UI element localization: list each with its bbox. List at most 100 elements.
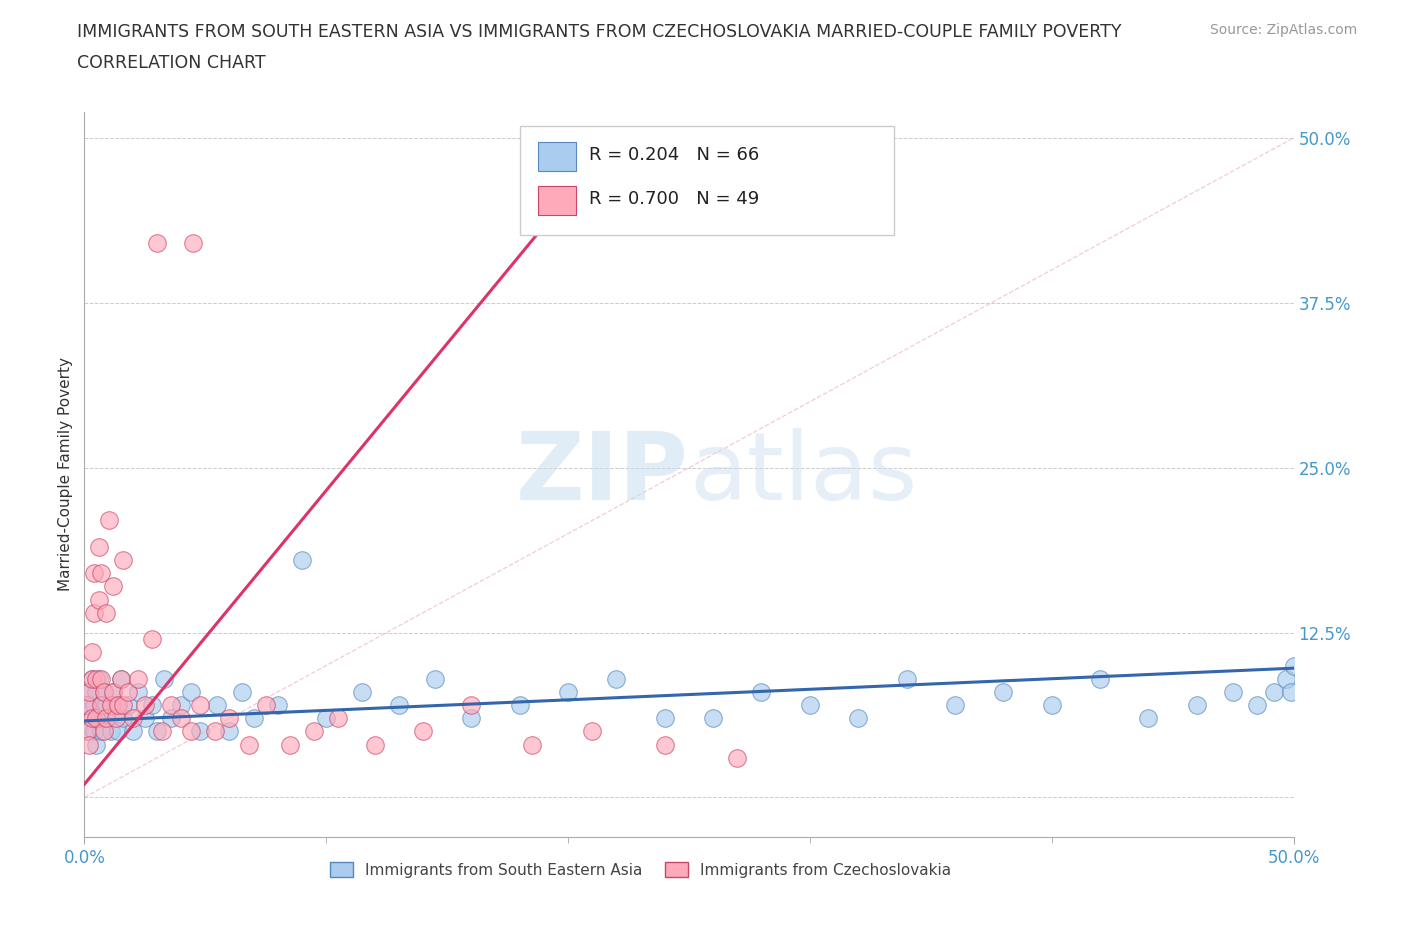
Point [423, 671, 446, 686]
Point [204, 724, 226, 739]
Point [1185, 698, 1208, 712]
Point [93, 724, 115, 739]
Point [150, 724, 173, 739]
Point [112, 552, 135, 567]
Point [112, 711, 135, 725]
Point [943, 698, 966, 712]
Point [146, 236, 169, 251]
Point [117, 698, 139, 712]
Point [315, 711, 337, 725]
Point [170, 698, 193, 712]
Point [86, 671, 108, 686]
Point [267, 698, 290, 712]
Point [80, 711, 103, 725]
Point [87, 711, 110, 725]
Point [90, 565, 112, 580]
Point [76, 698, 98, 712]
Point [231, 684, 253, 699]
Point [581, 724, 603, 739]
FancyBboxPatch shape [520, 126, 894, 235]
Point [94, 605, 117, 620]
FancyBboxPatch shape [538, 186, 576, 215]
Point [153, 671, 176, 686]
Point [388, 698, 411, 712]
Point [77, 724, 100, 739]
Point [1263, 684, 1285, 699]
Point [110, 671, 132, 686]
Point [412, 724, 434, 739]
Text: CORRELATION CHART: CORRELATION CHART [77, 54, 266, 72]
Point [80, 671, 103, 686]
Point [103, 684, 125, 699]
Point [1088, 671, 1111, 686]
Point [180, 684, 202, 699]
Point [77, 684, 100, 699]
Point [90, 671, 112, 686]
Point [104, 711, 127, 725]
Point [103, 579, 125, 594]
FancyBboxPatch shape [538, 142, 576, 171]
Point [190, 698, 212, 712]
Point [1137, 711, 1160, 725]
Point [207, 698, 229, 712]
Point [127, 684, 149, 699]
Point [180, 724, 202, 739]
Point [80, 711, 103, 725]
Point [100, 698, 122, 712]
Point [90, 698, 112, 712]
Point [117, 684, 139, 699]
Point [242, 711, 264, 725]
Point [83, 605, 105, 620]
Text: atlas: atlas [689, 429, 917, 520]
Point [170, 711, 193, 725]
Point [134, 698, 156, 712]
Point [291, 552, 314, 567]
Point [254, 698, 277, 712]
Point [181, 236, 204, 251]
Point [93, 684, 115, 699]
Text: IMMIGRANTS FROM SOUTH EASTERN ASIA VS IMMIGRANTS FROM CZECHOSLOVAKIA MARRIED-COU: IMMIGRANTS FROM SOUTH EASTERN ASIA VS IM… [77, 23, 1122, 41]
Point [799, 698, 821, 712]
Point [654, 737, 676, 752]
Point [103, 684, 125, 699]
Text: Source: ZipAtlas.com: Source: ZipAtlas.com [1209, 23, 1357, 37]
Point [134, 711, 156, 725]
Point [77, 684, 100, 699]
Point [94, 698, 117, 712]
Point [605, 671, 627, 686]
Point [104, 698, 127, 712]
Point [1282, 658, 1305, 673]
Point [93, 711, 115, 725]
Point [90, 724, 112, 739]
Point [87, 592, 110, 607]
Point [127, 671, 149, 686]
Point [725, 751, 748, 765]
Point [93, 684, 115, 699]
Point [77, 737, 100, 752]
Point [107, 698, 129, 712]
Point [218, 724, 240, 739]
Point [100, 724, 122, 739]
Point [112, 698, 135, 712]
Point [80, 671, 103, 686]
Point [520, 737, 543, 752]
Point [352, 684, 374, 699]
Text: R = 0.204   N = 66: R = 0.204 N = 66 [589, 146, 759, 164]
Point [751, 684, 773, 699]
Point [146, 724, 169, 739]
Point [87, 671, 110, 686]
Point [97, 513, 120, 528]
Y-axis label: Married-Couple Family Poverty: Married-Couple Family Poverty [58, 357, 73, 591]
Point [896, 671, 918, 686]
Point [557, 684, 579, 699]
Point [1246, 698, 1268, 712]
Text: R = 0.700   N = 49: R = 0.700 N = 49 [589, 190, 759, 207]
Point [121, 724, 143, 739]
Point [107, 724, 129, 739]
Point [86, 737, 108, 752]
Point [86, 684, 108, 699]
Point [76, 698, 98, 712]
Point [190, 724, 212, 739]
Point [1275, 671, 1298, 686]
Point [110, 671, 132, 686]
